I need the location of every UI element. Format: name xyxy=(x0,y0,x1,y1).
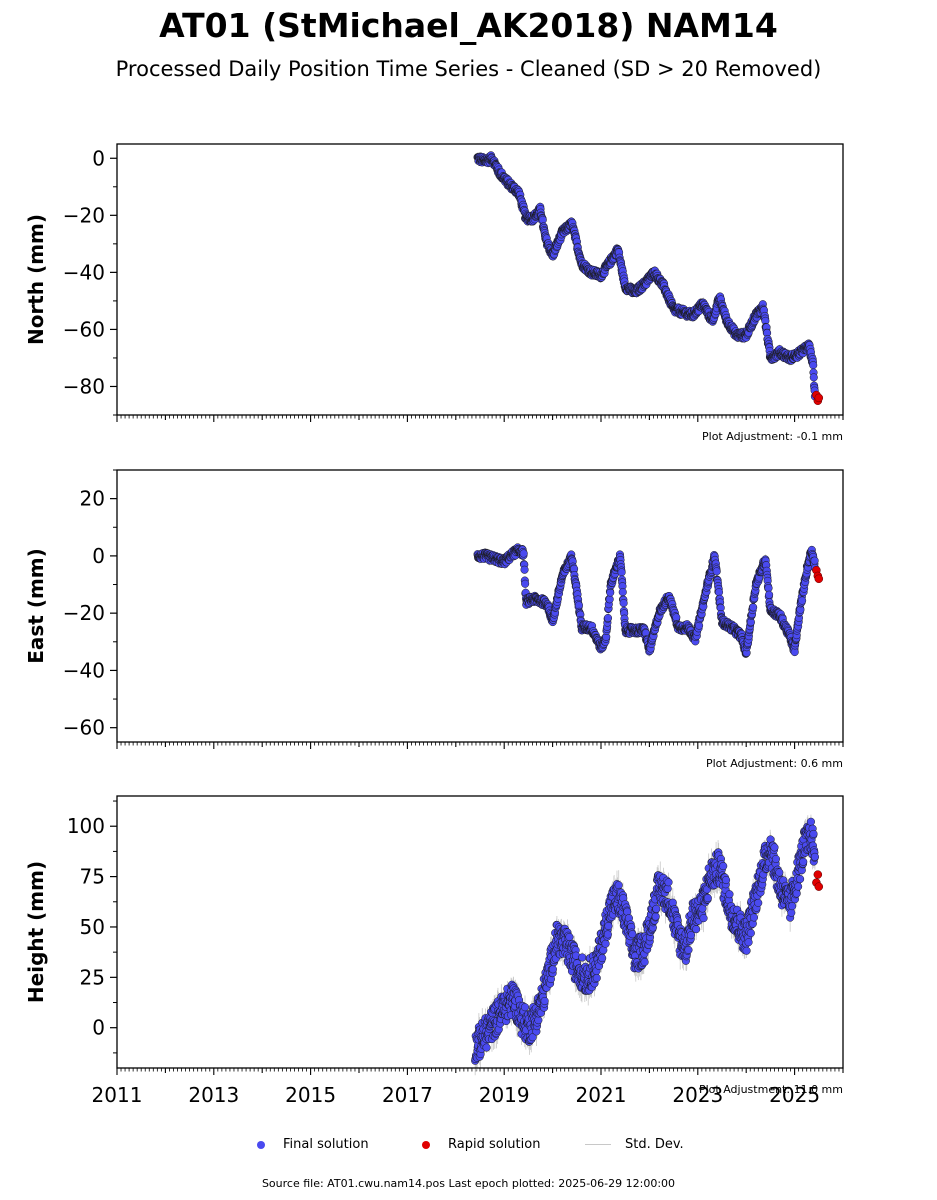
final-solution-series xyxy=(473,151,819,401)
final-solution-series xyxy=(473,543,819,658)
final-solution-point xyxy=(617,568,626,577)
y-axis-label: North (mm) xyxy=(24,214,48,345)
y-tick-label: −40 xyxy=(63,260,105,284)
y-tick-label: −20 xyxy=(63,203,105,227)
final-solution-point xyxy=(520,565,529,574)
final-solution-point xyxy=(765,590,774,599)
chart-subtitle: Processed Daily Position Time Series - C… xyxy=(0,57,937,81)
y-tick-label: −80 xyxy=(63,374,105,398)
final-solution-point xyxy=(764,583,773,593)
final-solution-point xyxy=(521,579,530,588)
y-tick-label: 20 xyxy=(80,487,105,511)
final-solution-point xyxy=(605,595,614,604)
final-solution-point xyxy=(749,603,758,612)
y-tick-label: −20 xyxy=(63,601,105,625)
y-tick-label: −40 xyxy=(63,658,105,682)
y-tick-label: 0 xyxy=(92,146,105,170)
y-tick-label: 0 xyxy=(92,544,105,568)
final-solution-point xyxy=(672,613,681,622)
final-solution-point xyxy=(809,373,818,382)
final-solution-point xyxy=(603,613,613,623)
plot-frame xyxy=(116,143,844,416)
final-solution-point xyxy=(619,599,628,608)
rapid-solution-point xyxy=(814,393,824,403)
plot-adjustment: Plot Adjustment: 0.6 mm xyxy=(706,757,843,770)
y-axis-label: East (mm) xyxy=(24,548,48,664)
y-tick-label: −60 xyxy=(63,716,105,740)
final-solution-point xyxy=(519,549,528,558)
plot-adjustment: Plot Adjustment: -0.1 mm xyxy=(702,430,843,443)
chart-title: AT01 (StMichael_AK2018) NAM14 xyxy=(0,6,937,45)
final-solution-point xyxy=(538,215,547,224)
final-solution-point xyxy=(809,361,818,370)
final-solution-point xyxy=(712,567,721,576)
final-solution-point xyxy=(618,588,627,597)
y-tick-label: −60 xyxy=(63,317,105,341)
